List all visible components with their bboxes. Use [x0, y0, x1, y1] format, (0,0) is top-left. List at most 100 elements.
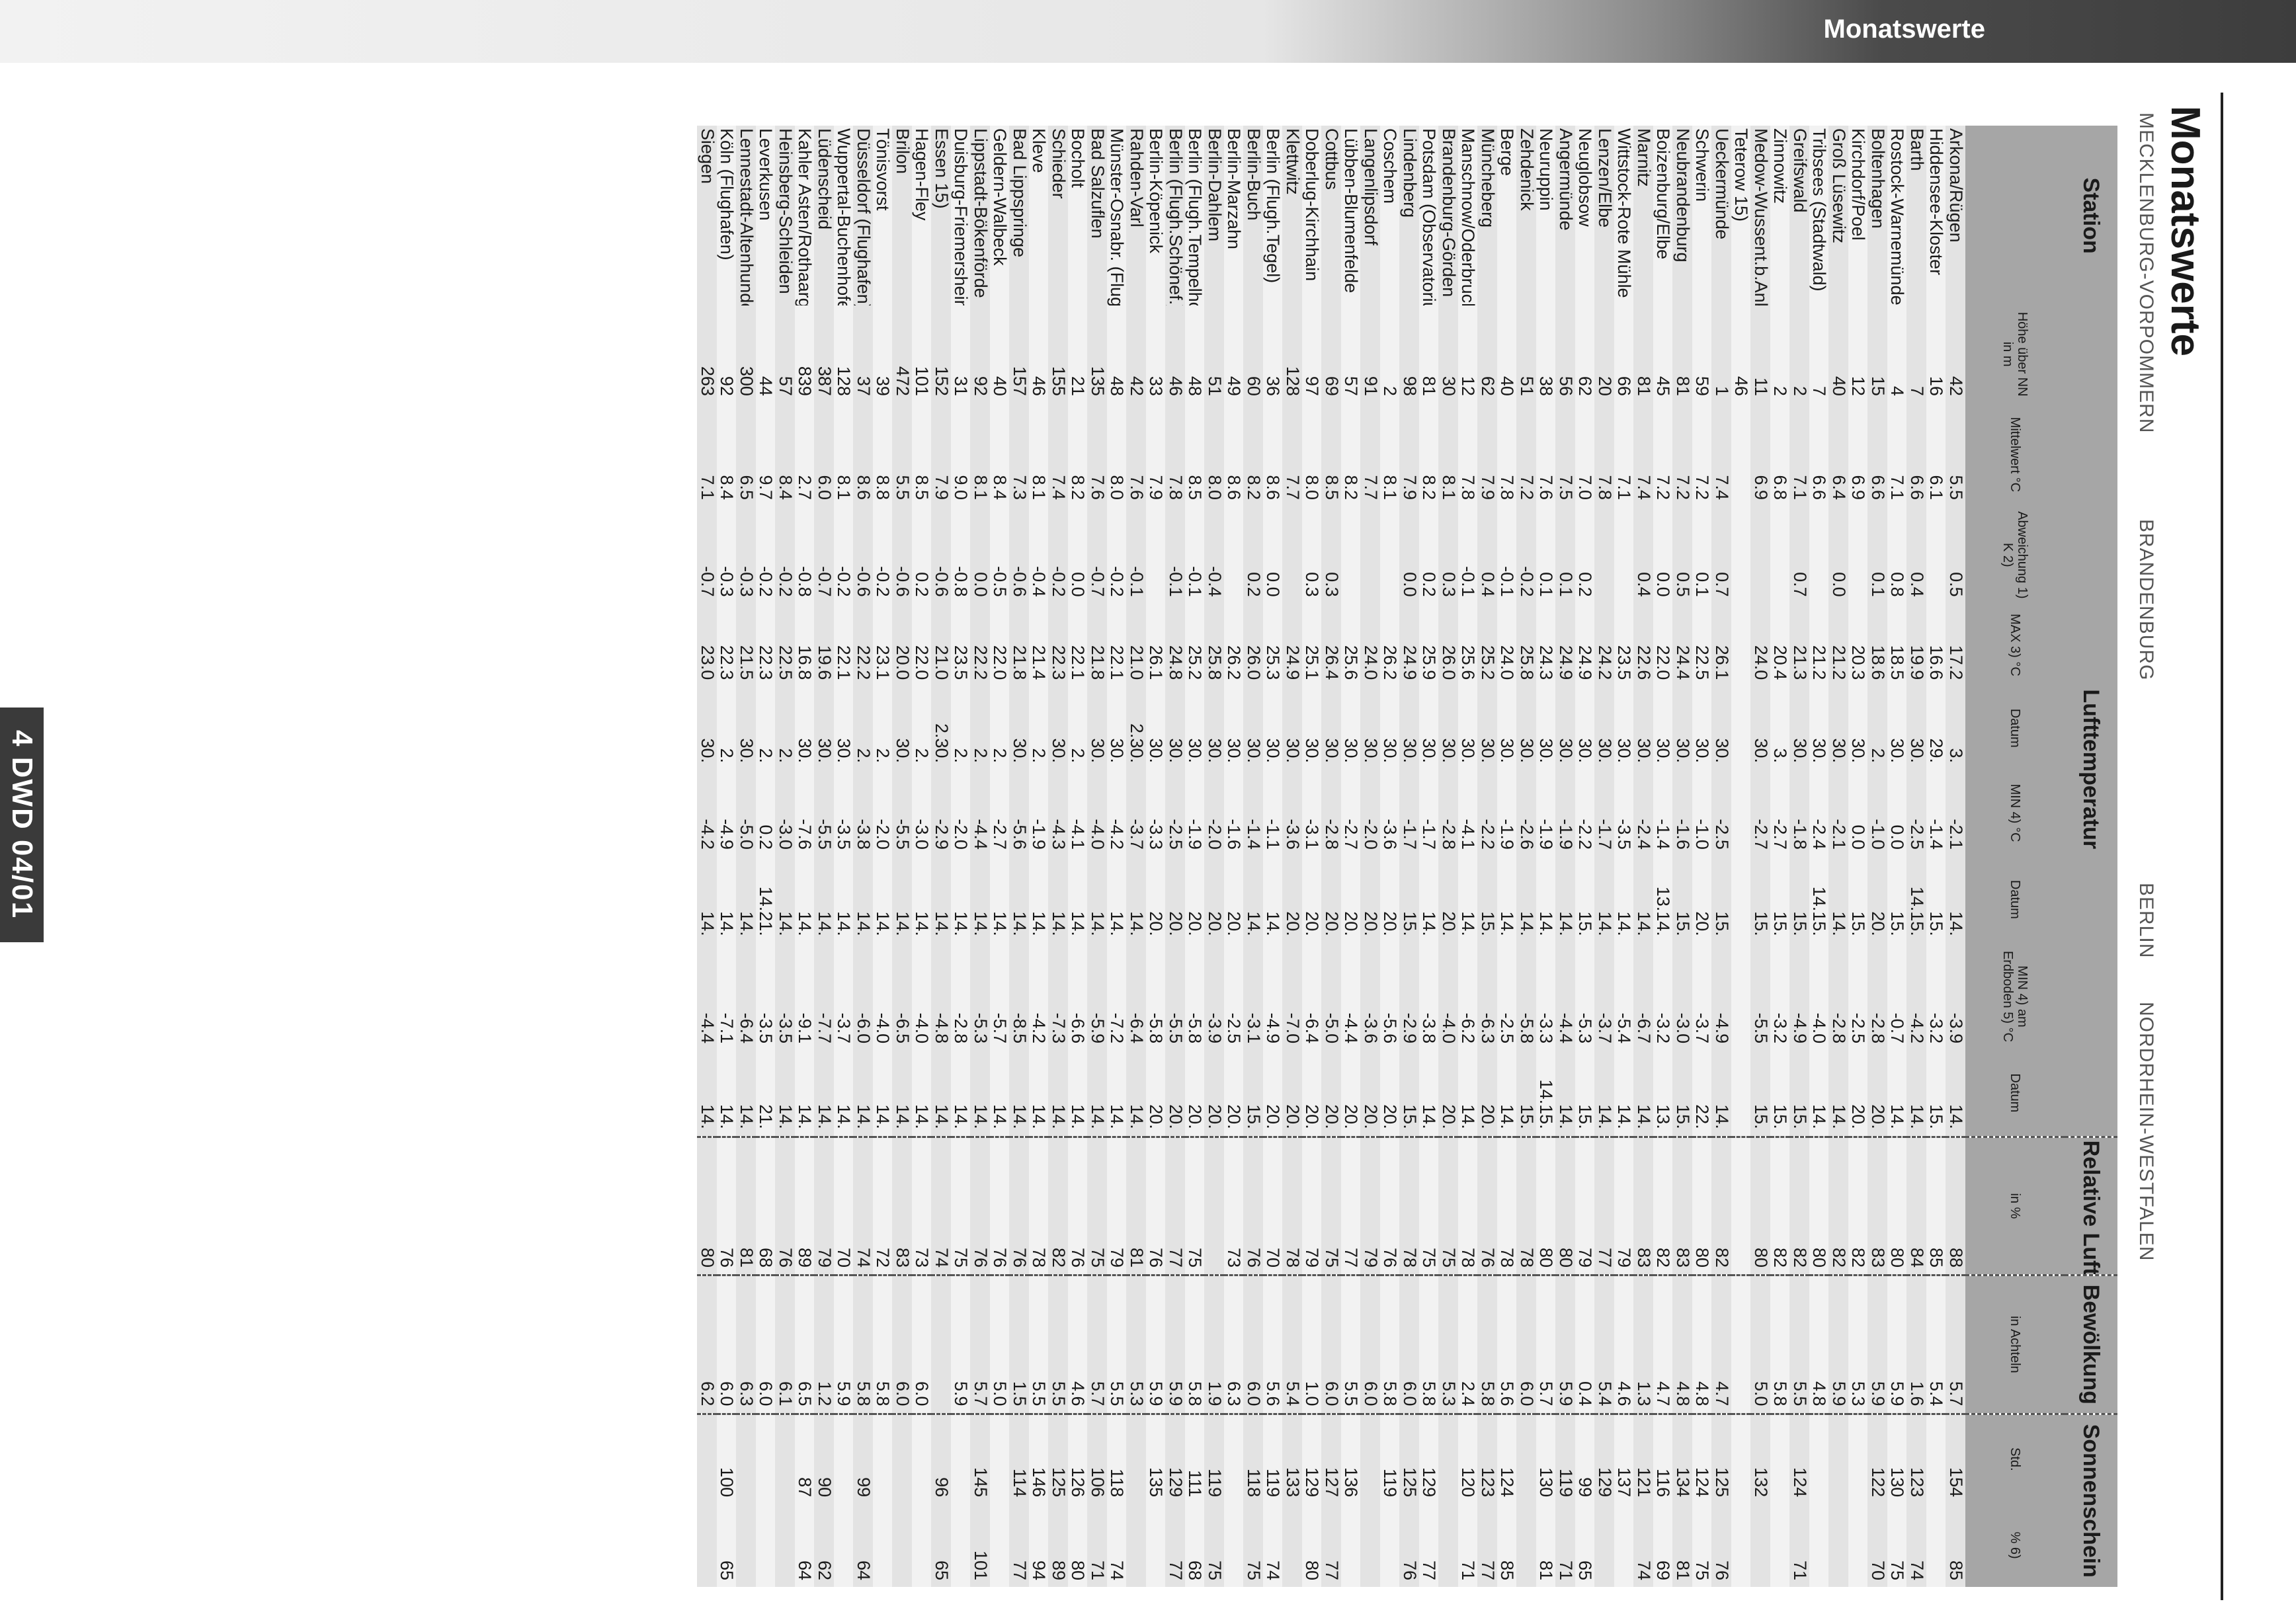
table-cell: 25.8	[1204, 603, 1224, 687]
table-cell: 129	[1302, 1414, 1322, 1504]
station-name: Lippstadt-Bökenförde	[970, 126, 990, 306]
station-name: Köln (Flughafen)	[717, 126, 737, 306]
table-cell: 0.2	[1419, 506, 1439, 604]
table-cell: -4.2	[697, 770, 717, 856]
table-cell: -2.0	[951, 770, 971, 856]
table-cell: -3.5	[834, 770, 854, 856]
table-cell: -1.4	[1926, 770, 1946, 856]
table-cell: 72	[873, 1137, 893, 1275]
table-cell: 135	[1087, 305, 1107, 403]
table-cell: 145	[970, 1414, 990, 1504]
table-cell: 30.	[1204, 686, 1224, 770]
table-cell: 24.4	[1672, 603, 1692, 687]
table-cell: 40	[1497, 305, 1517, 403]
table-cell: 77	[1341, 1137, 1361, 1275]
table-cell: 0.5	[1672, 506, 1692, 604]
table-cell: 30.	[1321, 686, 1341, 770]
table-cell	[1731, 686, 1751, 770]
table-row: Berlin (Flugh.Tempelhof) 48 8.5 -0.1 25.2 30.…	[1185, 126, 1205, 1587]
table-cell: -7.1	[717, 942, 737, 1051]
table-cell: 3.	[1770, 686, 1790, 770]
station-name: Wittstock-Rote Mühle	[1614, 126, 1634, 306]
table-cell: -0.7	[1087, 506, 1107, 604]
station-name: Schieder	[1048, 126, 1068, 306]
station-name: Berlin (Flugh.Schönef.)	[1165, 126, 1185, 306]
table-row: Heinsberg-Schleiden 57 8.4 -0.2 22.5 2. -3.0 14…	[775, 126, 795, 1587]
table-cell: 157	[1009, 305, 1029, 403]
station-name: Neuglobsow	[1575, 126, 1595, 306]
table-cell: 123	[1477, 1414, 1497, 1504]
table-cell: 18.5	[1887, 603, 1907, 687]
table-cell: -0.1	[1458, 506, 1478, 604]
table-cell: -2.8	[951, 942, 971, 1051]
station-name: Ueckermünde	[1711, 126, 1731, 306]
table-cell: 2.	[775, 686, 795, 770]
table-cell: 14.	[795, 1050, 815, 1137]
table-cell: 22.5	[775, 603, 795, 687]
table-cell: 76	[717, 1137, 737, 1275]
table-cell: -2.6	[1516, 770, 1536, 856]
table-cell	[1360, 1504, 1380, 1587]
table-cell: 30.	[1087, 686, 1107, 770]
table-cell: 14.	[736, 1050, 756, 1137]
table-cell	[1360, 506, 1380, 604]
table-cell: -5.9	[1087, 942, 1107, 1051]
table-cell: -3.3	[1536, 942, 1556, 1051]
table-cell: 77	[1477, 1504, 1497, 1587]
table-cell: -4.9	[1789, 942, 1809, 1051]
table-cell: 83	[1633, 1137, 1653, 1275]
col-station: Station	[2065, 126, 2117, 306]
table-row: Teterow 15) 46	[1731, 126, 1751, 1587]
table-cell: 30.	[1750, 686, 1770, 770]
table-cell: -6.6	[1068, 942, 1088, 1051]
table-cell: 14.	[1243, 856, 1263, 943]
table-cell: 75	[1087, 1137, 1107, 1275]
table-cell: 8.1	[1380, 402, 1400, 507]
table-cell: -2.5	[1165, 770, 1185, 856]
table-cell: 38	[1536, 305, 1556, 403]
table-cell: 15.	[1672, 1050, 1692, 1137]
table-cell: 126	[1068, 1414, 1088, 1504]
col-hoehe-group	[2065, 305, 2117, 403]
table-row: Kleve 46 8.1 -0.4 21.4 2. -1.9 14. -4.2 14. 78 5.5 1…	[1029, 126, 1049, 1587]
table-cell: 7.1	[1789, 402, 1809, 507]
table-row: Doberlug-Kirchhain 97 8.0 0.3 25.1 30. -3.1 20.…	[1302, 126, 1322, 1587]
table-cell: 0.3	[1438, 506, 1458, 604]
table-cell: -4.9	[1263, 942, 1283, 1051]
table-row: Greifswald 2 7.1 0.7 21.3 30. -1.8 15. -4.9 15. 82…	[1789, 126, 1809, 1587]
table-cell: 75	[1243, 1504, 1263, 1587]
table-cell: 14.	[912, 856, 932, 943]
table-cell: 76	[1146, 1137, 1166, 1275]
table-cell: 75	[1204, 1504, 1224, 1587]
station-name: Berlin-Köpenick	[1146, 126, 1166, 306]
table-cell: 16.8	[795, 603, 815, 687]
table-cell: 62	[1575, 305, 1595, 403]
table-cell	[1516, 1414, 1536, 1504]
col-feuchte: Relative Luftfeuchte	[2065, 1137, 2117, 1275]
table-cell	[892, 1414, 912, 1504]
table-row: Hagen-Fley 101 8.5 0.2 22.0 2. -3.0 14. -4.0 14. 7…	[912, 126, 932, 1587]
table-cell: 6.0	[1516, 1275, 1536, 1414]
table-cell: 22.1	[1068, 603, 1088, 687]
table-cell: 51	[1516, 305, 1536, 403]
table-cell: 15.	[1516, 1050, 1536, 1137]
table-row: Berlin-Dahlem 51 8.0 -0.4 25.8 30. -2.0 20. -3.9…	[1204, 126, 1224, 1587]
table-cell: 14.	[1555, 856, 1575, 943]
table-cell: 49	[1224, 305, 1244, 403]
table-cell: 70	[834, 1137, 854, 1275]
table-cell: 30.	[1672, 686, 1692, 770]
table-cell: 15.	[1789, 856, 1809, 943]
table-cell: 17.2	[1946, 603, 1965, 687]
table-cell: 6.2	[697, 1275, 717, 1414]
table-cell: 30.	[1360, 686, 1380, 770]
table-cell: 0.7	[1789, 506, 1809, 604]
table-cell: 20.	[1438, 856, 1458, 943]
table-cell: 82	[1711, 1137, 1731, 1275]
table-cell: 48	[1185, 305, 1205, 403]
table-cell	[1809, 506, 1829, 604]
table-cell	[1282, 1504, 1302, 1587]
table-cell: 5.4	[1282, 1275, 1302, 1414]
table-cell: 20.	[1204, 856, 1224, 943]
table-cell	[1770, 1504, 1790, 1587]
table-cell: -4.0	[912, 942, 932, 1051]
